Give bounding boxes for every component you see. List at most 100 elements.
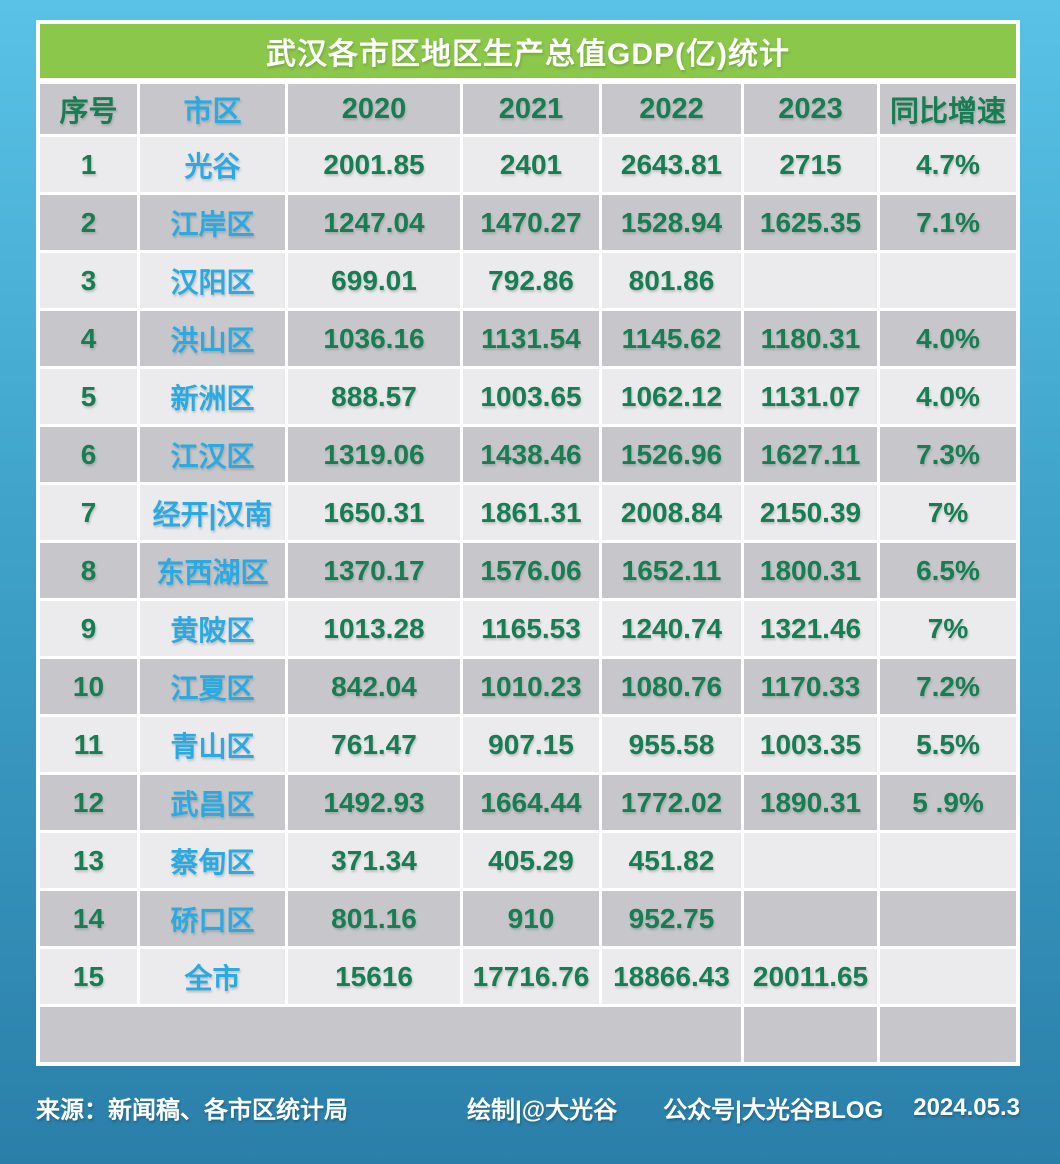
gdp-2022-cell: 1080.76 xyxy=(602,659,741,714)
gdp-2023-cell: 1627.11 xyxy=(744,427,877,482)
gdp-2023-cell: 1170.33 xyxy=(744,659,877,714)
footer-source: 来源：新闻稿、各市区统计局 xyxy=(36,1097,348,1124)
district-cell: 蔡甸区 xyxy=(140,833,285,888)
table-row: 7 经开|汉南 1650.31 1861.31 2008.84 2150.39 7% xyxy=(40,485,1016,540)
row-number-cell: 3 xyxy=(40,253,137,308)
gdp-2021-cell: 1010.23 xyxy=(463,659,599,714)
row-number-cell: 5 xyxy=(40,369,137,424)
growth-cell xyxy=(880,833,1016,888)
row-number-cell: 10 xyxy=(40,659,137,714)
gdp-2023-cell: 2150.39 xyxy=(744,485,877,540)
gdp-2023-cell: 1003.35 xyxy=(744,717,877,772)
gdp-2023-cell: 1800.31 xyxy=(744,543,877,598)
growth-cell: 4.7% xyxy=(880,137,1016,192)
table-title: 武汉各市区地区生产总值GDP(亿)统计 xyxy=(266,38,790,71)
gdp-2022-cell: 18866.43 xyxy=(602,949,741,1004)
gdp-2020-cell: 2001.85 xyxy=(288,137,460,192)
gdp-2021-cell: 1438.46 xyxy=(463,427,599,482)
gdp-2020-cell: 1650.31 xyxy=(288,485,460,540)
footer-account: 公众号|大光谷BLOG xyxy=(663,1097,884,1124)
row-number-cell: 15 xyxy=(40,949,137,1004)
growth-cell: 5.5% xyxy=(880,717,1016,772)
table-row: 10 江夏区 842.04 1010.23 1080.76 1170.33 7.2% xyxy=(40,659,1016,714)
gdp-2022-cell: 1526.96 xyxy=(602,427,741,482)
footer-date: 2024.05.3 xyxy=(913,1093,1020,1121)
gdp-2022-cell: 801.86 xyxy=(602,253,741,308)
gdp-2021-cell: 405.29 xyxy=(463,833,599,888)
growth-cell: 7.2% xyxy=(880,659,1016,714)
table-row: 11 青山区 761.47 907.15 955.58 1003.35 5.5% xyxy=(40,717,1016,772)
gdp-2021-cell: 1131.54 xyxy=(463,311,599,366)
district-cell: 汉阳区 xyxy=(140,253,285,308)
header-serial: 序号 xyxy=(40,84,137,134)
gdp-table: 武汉各市区地区生产总值GDP(亿)统计 序号 市区 2020 2021 2022… xyxy=(36,20,1020,1066)
table-row: 14 硚口区 801.16 910 952.75 xyxy=(40,891,1016,946)
row-number-cell: 14 xyxy=(40,891,137,946)
gdp-2022-cell: 952.75 xyxy=(602,891,741,946)
growth-cell xyxy=(880,253,1016,308)
header-2021: 2021 xyxy=(463,84,599,134)
growth-cell xyxy=(880,891,1016,946)
header-row: 序号 市区 2020 2021 2022 2023 同比增速 xyxy=(40,84,1016,134)
gdp-2023-cell xyxy=(744,253,877,308)
gdp-2023-cell: 1625.35 xyxy=(744,195,877,250)
gdp-2022-cell: 1062.12 xyxy=(602,369,741,424)
row-number-cell: 4 xyxy=(40,311,137,366)
empty-row xyxy=(40,1007,1016,1062)
gdp-2020-cell: 842.04 xyxy=(288,659,460,714)
row-number-cell: 11 xyxy=(40,717,137,772)
table-row: 6 江汉区 1319.06 1438.46 1526.96 1627.11 7.3% xyxy=(40,427,1016,482)
district-cell: 全市 xyxy=(140,949,285,1004)
gdp-2020-cell: 1370.17 xyxy=(288,543,460,598)
row-number-cell: 2 xyxy=(40,195,137,250)
header-2020: 2020 xyxy=(288,84,460,134)
row-number-cell: 12 xyxy=(40,775,137,830)
table-row: 12 武昌区 1492.93 1664.44 1772.02 1890.31 5 .9% xyxy=(40,775,1016,830)
gdp-2020-cell: 1013.28 xyxy=(288,601,460,656)
growth-cell: 7.1% xyxy=(880,195,1016,250)
gdp-2022-cell: 1528.94 xyxy=(602,195,741,250)
gdp-2021-cell: 1576.06 xyxy=(463,543,599,598)
empty-merged-cell xyxy=(40,1007,741,1062)
growth-cell: 4.0% xyxy=(880,311,1016,366)
growth-cell: 7% xyxy=(880,601,1016,656)
gdp-2023-cell xyxy=(744,833,877,888)
table-row: 15 全市 15616 17716.76 18866.43 20011.65 xyxy=(40,949,1016,1004)
table-title-bar: 武汉各市区地区生产总值GDP(亿)统计 xyxy=(40,24,1016,78)
growth-cell: 5 .9% xyxy=(880,775,1016,830)
gdp-2020-cell: 1247.04 xyxy=(288,195,460,250)
growth-cell: 4.0% xyxy=(880,369,1016,424)
district-cell: 光谷 xyxy=(140,137,285,192)
gdp-2023-cell: 1890.31 xyxy=(744,775,877,830)
gdp-2022-cell: 1772.02 xyxy=(602,775,741,830)
gdp-2023-cell xyxy=(744,891,877,946)
district-cell: 江汉区 xyxy=(140,427,285,482)
gdp-2023-cell: 1131.07 xyxy=(744,369,877,424)
header-2023: 2023 xyxy=(744,84,877,134)
table-row: 5 新洲区 888.57 1003.65 1062.12 1131.07 4.0% xyxy=(40,369,1016,424)
gdp-2021-cell: 910 xyxy=(463,891,599,946)
gdp-2021-cell: 907.15 xyxy=(463,717,599,772)
row-number-cell: 7 xyxy=(40,485,137,540)
gdp-2020-cell: 1036.16 xyxy=(288,311,460,366)
empty-growth-cell xyxy=(880,1007,1016,1062)
district-cell: 青山区 xyxy=(140,717,285,772)
table-row: 9 黄陂区 1013.28 1165.53 1240.74 1321.46 7% xyxy=(40,601,1016,656)
gdp-2022-cell: 2643.81 xyxy=(602,137,741,192)
gdp-2020-cell: 371.34 xyxy=(288,833,460,888)
header-growth: 同比增速 xyxy=(880,84,1016,134)
table-row: 1 光谷 2001.85 2401 2643.81 2715 4.7% xyxy=(40,137,1016,192)
gdp-2021-cell: 1003.65 xyxy=(463,369,599,424)
gdp-2021-cell: 2401 xyxy=(463,137,599,192)
gdp-2022-cell: 1240.74 xyxy=(602,601,741,656)
district-cell: 硚口区 xyxy=(140,891,285,946)
gdp-2022-cell: 2008.84 xyxy=(602,485,741,540)
gdp-2020-cell: 15616 xyxy=(288,949,460,1004)
gdp-2020-cell: 801.16 xyxy=(288,891,460,946)
district-cell: 洪山区 xyxy=(140,311,285,366)
gdp-2021-cell: 1861.31 xyxy=(463,485,599,540)
table-row: 8 东西湖区 1370.17 1576.06 1652.11 1800.31 6.5% xyxy=(40,543,1016,598)
table-row: 4 洪山区 1036.16 1131.54 1145.62 1180.31 4.0% xyxy=(40,311,1016,366)
district-cell: 新洲区 xyxy=(140,369,285,424)
gdp-2021-cell: 1165.53 xyxy=(463,601,599,656)
